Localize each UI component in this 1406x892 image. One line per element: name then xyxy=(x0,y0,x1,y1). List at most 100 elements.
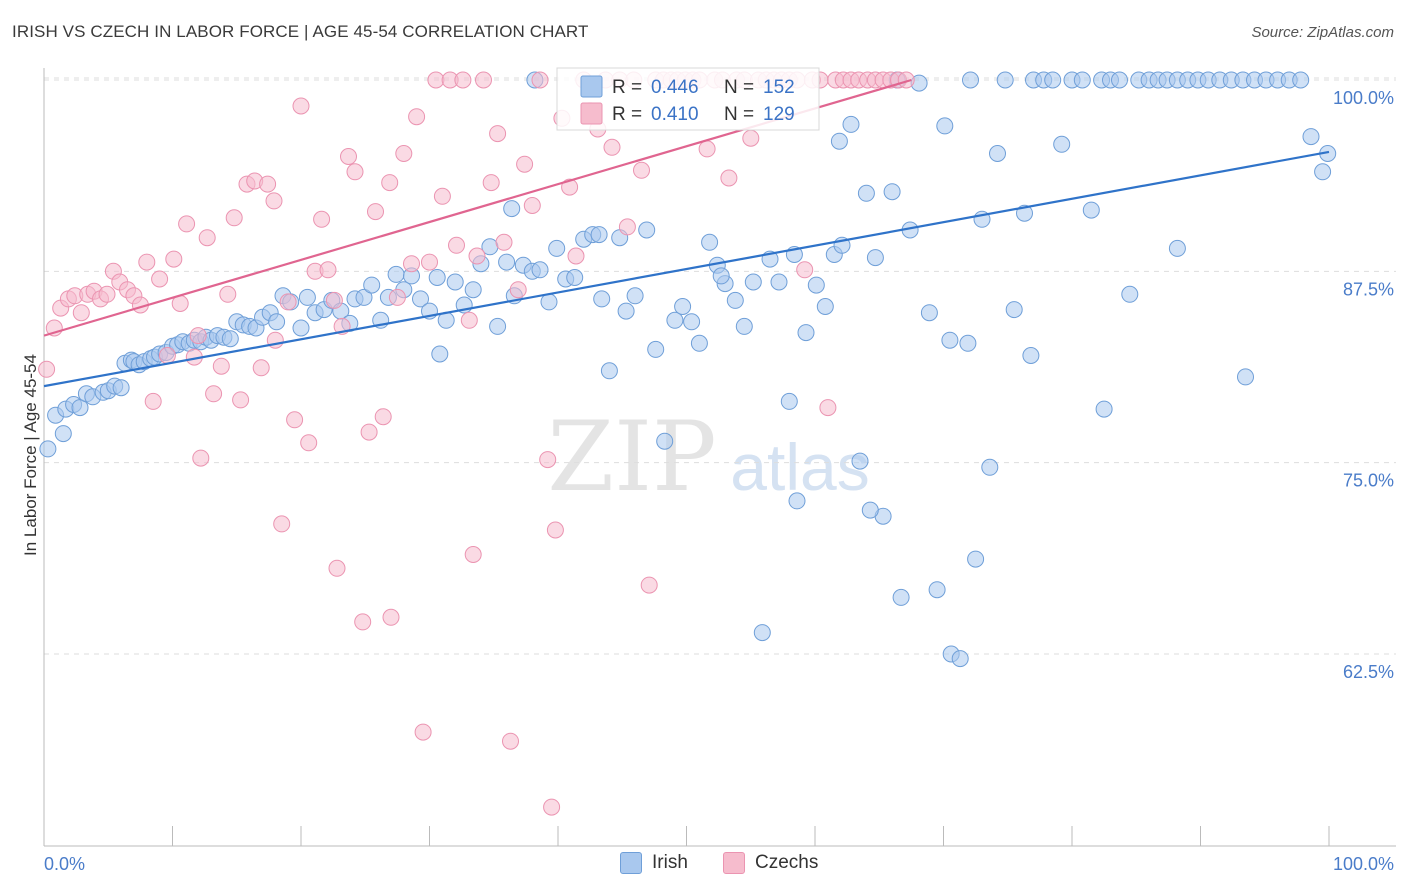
data-point-czechs xyxy=(796,261,814,279)
data-point-irish xyxy=(1022,347,1040,364)
data-point-czechs xyxy=(433,187,451,205)
data-point-czechs xyxy=(489,125,507,143)
data-point-czechs xyxy=(273,515,291,533)
data-point-irish xyxy=(816,298,834,315)
data-point-irish xyxy=(981,458,999,476)
data-point-czechs xyxy=(198,229,216,247)
stats-n-czechs: 129 xyxy=(763,104,795,125)
data-point-czechs xyxy=(475,71,492,89)
data-point-irish xyxy=(920,304,938,322)
legend-item-czechs[interactable]: Czechs xyxy=(723,852,818,874)
data-point-irish xyxy=(112,379,130,397)
data-point-czechs xyxy=(495,233,513,251)
data-point-irish xyxy=(54,425,72,443)
data-point-czechs xyxy=(427,71,445,89)
stats-n-label-irish: N = xyxy=(724,77,754,98)
axes xyxy=(43,68,1396,847)
data-point-czechs xyxy=(698,140,716,158)
data-point-irish xyxy=(540,293,558,311)
data-point-czechs xyxy=(178,215,196,233)
data-point-irish xyxy=(1095,400,1113,418)
data-point-irish xyxy=(936,117,954,135)
data-point-irish xyxy=(883,183,901,201)
stats-n-irish: 152 xyxy=(763,77,795,98)
data-point-irish xyxy=(1053,135,1071,153)
data-point-irish xyxy=(967,550,985,568)
irish-points xyxy=(39,71,1337,668)
data-point-irish xyxy=(951,650,969,668)
data-point-irish xyxy=(857,184,875,202)
data-point-czechs xyxy=(382,608,400,626)
data-point-irish xyxy=(989,145,1006,162)
data-point-czechs xyxy=(72,304,90,322)
data-point-czechs xyxy=(286,411,304,429)
data-point-irish xyxy=(39,440,57,458)
data-point-czechs xyxy=(408,108,426,126)
legend-label-czechs: Czechs xyxy=(755,852,819,873)
stats-n-label-czechs: N = xyxy=(724,104,754,125)
data-point-irish xyxy=(797,324,815,342)
y-tick-label: 62.5% xyxy=(1343,662,1394,682)
data-point-czechs xyxy=(219,285,237,303)
data-point-irish xyxy=(1082,201,1100,219)
data-point-irish xyxy=(1237,368,1254,386)
data-point-czechs xyxy=(205,385,223,403)
data-point-irish xyxy=(1302,128,1320,146)
data-point-irish xyxy=(489,317,507,335)
data-point-irish xyxy=(656,432,674,450)
data-point-irish xyxy=(807,276,825,294)
data-point-irish xyxy=(638,221,656,239)
legend-swatch-czechs xyxy=(723,852,745,874)
data-point-irish xyxy=(566,269,584,286)
stats-r-irish: 0.446 xyxy=(651,77,699,98)
x-tick-label-max: 100.0% xyxy=(1333,854,1394,874)
data-point-irish xyxy=(712,267,730,285)
data-point-irish xyxy=(1005,301,1023,319)
data-point-irish xyxy=(941,331,959,349)
czech-points xyxy=(38,71,915,816)
data-point-czechs xyxy=(633,161,650,179)
data-point-czechs xyxy=(346,163,364,181)
data-point-irish xyxy=(387,265,405,283)
data-point-czechs xyxy=(720,169,738,187)
data-point-irish xyxy=(531,261,549,279)
stats-r-czechs: 0.410 xyxy=(651,104,699,125)
data-point-czechs xyxy=(319,261,337,279)
data-point-czechs xyxy=(138,253,156,271)
data-point-czechs xyxy=(354,613,372,631)
y-tick-label: 75.0% xyxy=(1343,471,1394,491)
data-point-irish xyxy=(355,288,373,306)
data-point-czechs xyxy=(388,288,406,306)
data-point-irish xyxy=(928,581,946,599)
data-point-irish xyxy=(690,334,708,352)
data-point-czechs xyxy=(189,327,207,345)
data-point-czechs xyxy=(252,359,270,377)
data-point-irish xyxy=(593,290,611,308)
data-point-irish xyxy=(744,273,762,291)
data-point-czechs xyxy=(567,247,585,265)
data-point-czechs xyxy=(381,174,399,192)
stats-swatch-irish xyxy=(580,75,603,98)
data-point-czechs xyxy=(144,392,162,410)
data-point-czechs xyxy=(151,270,169,288)
data-point-czechs xyxy=(603,138,621,156)
data-point-irish xyxy=(1044,71,1062,89)
data-point-irish xyxy=(735,317,753,335)
data-point-irish xyxy=(830,132,848,150)
data-point-irish xyxy=(701,233,719,251)
data-point-irish xyxy=(617,302,635,320)
data-point-irish xyxy=(861,501,879,519)
data-point-irish xyxy=(1168,239,1186,257)
legend-item-irish[interactable]: Irish xyxy=(620,852,688,874)
data-point-czechs xyxy=(292,97,310,115)
data-point-czechs xyxy=(313,210,331,228)
stats-r-label-irish: R = xyxy=(612,77,642,98)
data-point-irish xyxy=(221,330,239,348)
data-point-czechs xyxy=(543,798,561,816)
data-point-czechs xyxy=(38,360,56,378)
data-point-irish xyxy=(626,287,644,305)
data-point-irish xyxy=(268,313,286,331)
data-point-irish xyxy=(600,362,618,380)
data-point-irish xyxy=(503,200,521,218)
